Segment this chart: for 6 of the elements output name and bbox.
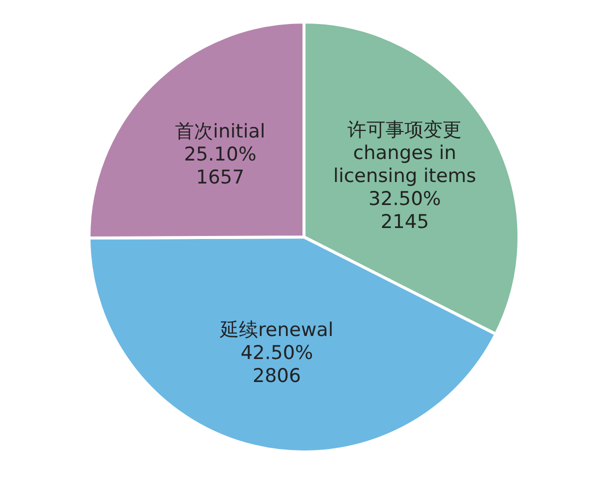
data-label: 25.10% 1657 [184, 144, 256, 189]
data-label: 42.50% 2806 [240, 342, 314, 388]
slice-label: 首次initial [175, 120, 266, 143]
data-label: 32.50% 2145 [368, 188, 441, 234]
slice-label: 延续renewal [219, 319, 334, 342]
slice-label: 许可事项变更 changes in licensing items [333, 119, 476, 188]
